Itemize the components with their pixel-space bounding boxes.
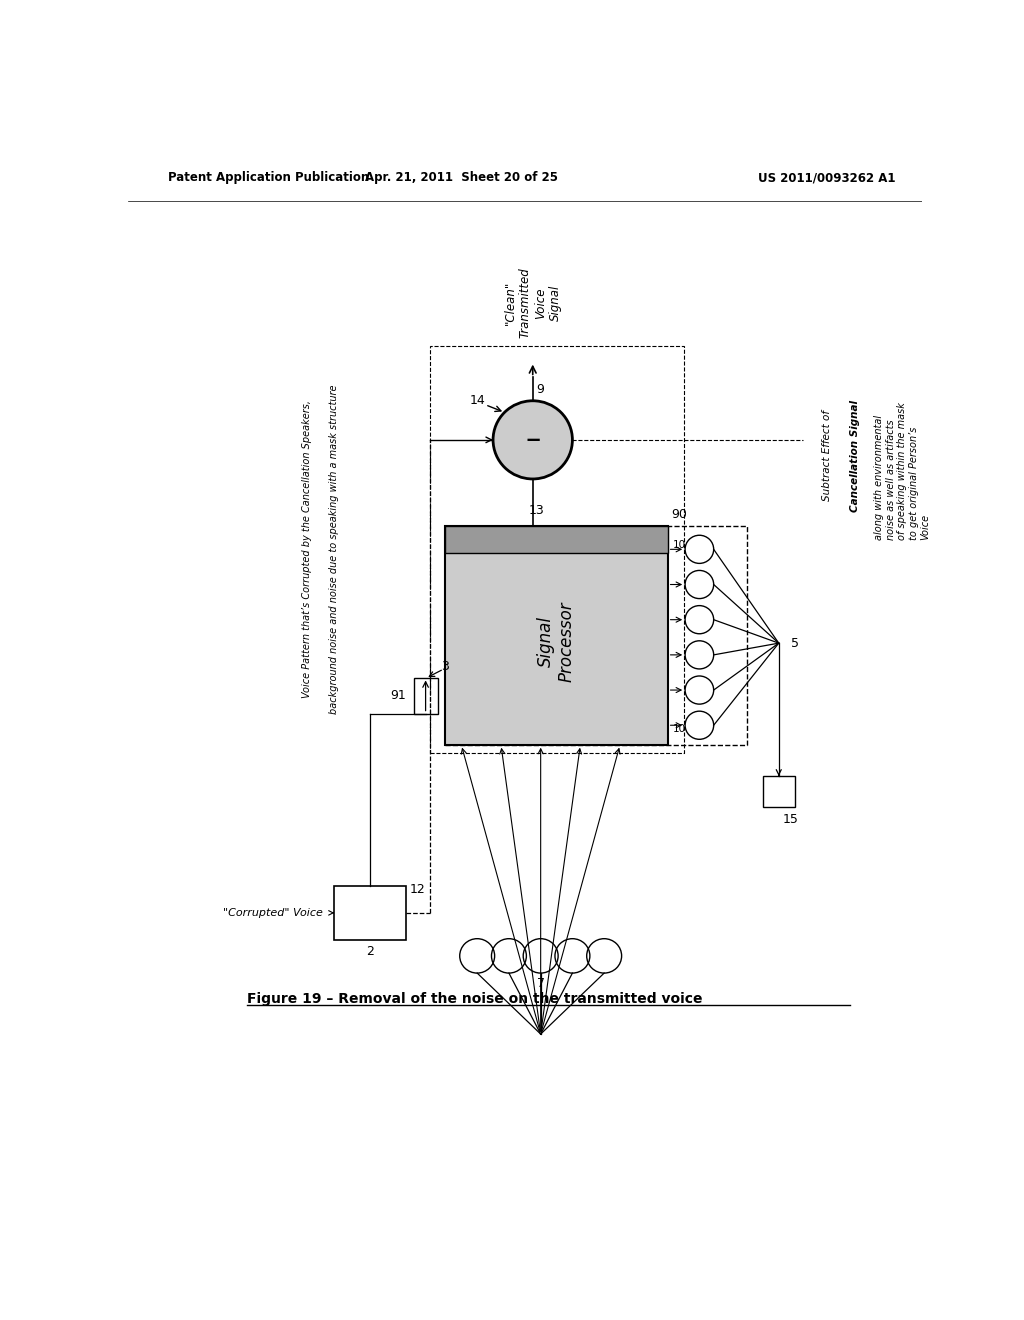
Bar [445,525,668,553]
Circle shape [494,401,572,479]
Text: along with environmental
noise as well as artifacts
of speaking within the mask
: along with environmental noise as well a… [874,403,931,540]
Text: Patent Application Publication: Patent Application Publication [168,172,369,185]
Text: 7: 7 [537,977,545,990]
Text: 2: 2 [367,945,374,958]
Bar [414,678,437,714]
Bar [334,886,406,940]
Text: Apr. 21, 2011  Sheet 20 of 25: Apr. 21, 2011 Sheet 20 of 25 [365,172,558,185]
Bar [763,776,795,808]
Text: background noise and noise due to speaking with a mask structure: background noise and noise due to speaki… [330,384,339,714]
Bar [445,525,748,744]
Text: Signal
Processor: Signal Processor [538,601,575,681]
Text: 91: 91 [390,689,406,702]
Text: US 2011/0093262 A1: US 2011/0093262 A1 [758,172,895,185]
Text: 90: 90 [672,508,687,520]
Text: Subtract Effect of: Subtract Effect of [822,411,833,502]
Text: 9: 9 [537,383,545,396]
Text: Figure 19 – Removal of the noise on the transmitted voice: Figure 19 – Removal of the noise on the … [247,991,702,1006]
Bar [430,346,684,752]
Text: 10: 10 [673,725,686,734]
Text: 13: 13 [528,504,545,516]
Text: 12: 12 [410,883,426,896]
Text: Voice Pattern that’s Corrupted by the Cancellation Speakers,: Voice Pattern that’s Corrupted by the Ca… [301,400,311,698]
Text: 5: 5 [791,636,799,649]
Text: 3: 3 [441,660,450,673]
Text: "Clean"
Transmitted
Voice
Signal: "Clean" Transmitted Voice Signal [504,268,562,338]
Text: "Corrupted" Voice: "Corrupted" Voice [222,908,323,917]
Text: 10: 10 [673,540,686,550]
Text: Cancellation Signal: Cancellation Signal [850,400,860,512]
Bar [445,525,668,744]
Text: –: – [525,425,541,454]
Text: 15: 15 [782,813,799,825]
Text: 14: 14 [469,395,485,408]
